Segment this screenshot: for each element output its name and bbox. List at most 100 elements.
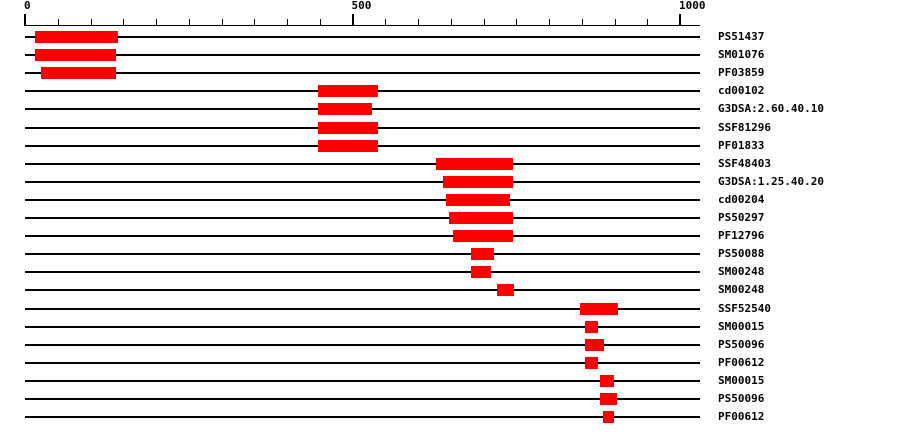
domain-track-row: G3DSA:2.60.40.10: [0, 100, 900, 118]
axis-baseline: [25, 25, 700, 26]
domain-track-row: PS50297: [0, 209, 900, 227]
sequence-line: [25, 416, 700, 419]
domain-bar[interactable]: [471, 266, 492, 279]
domain-label: PF12796: [718, 229, 765, 243]
sequence-line: [25, 217, 700, 219]
domain-track-row: SM00248: [0, 263, 900, 281]
axis-tick-minor: [385, 19, 387, 26]
axis-tick-label: 500: [351, 0, 372, 12]
domain-track-row: PF00612: [0, 408, 900, 426]
domain-track-row: PS50096: [0, 390, 900, 408]
domain-bar[interactable]: [603, 411, 614, 424]
domain-bar[interactable]: [448, 212, 513, 224]
axis-tick-minor: [221, 19, 223, 26]
axis-tick-minor: [516, 19, 518, 26]
axis-tick-minor: [287, 19, 288, 26]
axis-tick-minor: [57, 19, 59, 26]
domain-track-row: PS50088: [0, 245, 900, 263]
domain-track-row: PF12796: [0, 227, 900, 245]
domain-track-row: SM00015: [0, 318, 900, 336]
domain-track-row: PF00612: [0, 354, 900, 372]
sequence-line: [25, 398, 700, 400]
domain-track-row: SM00015: [0, 372, 900, 390]
domain-label: PF03859: [718, 66, 765, 80]
domain-bar[interactable]: [600, 374, 614, 387]
domain-track-list: PS51437 SM01076 PF03859 cd00102 G3DSA:2.60.4…: [0, 28, 900, 436]
sequence-line: [25, 162, 700, 165]
axis-tick-minor: [90, 19, 92, 26]
sequence-line: [25, 361, 700, 364]
domain-label: PS50088: [718, 247, 765, 261]
domain-label: SM01076: [718, 48, 765, 62]
domain-bar[interactable]: [34, 31, 118, 43]
domain-label: SM00015: [718, 319, 765, 333]
domain-bar[interactable]: [471, 248, 494, 261]
sequence-line: [25, 307, 700, 310]
sequence-line: [25, 36, 700, 38]
domain-track-row: SM01076: [0, 46, 900, 64]
axis-tick-major: [351, 14, 354, 26]
domain-label: cd00204: [718, 192, 765, 206]
sequence-line: [25, 325, 700, 328]
axis-tick-minor: [614, 19, 616, 26]
domain-track-row: PS50096: [0, 336, 900, 354]
domain-bar[interactable]: [585, 338, 604, 351]
sequence-line: [25, 198, 700, 201]
domain-bar[interactable]: [452, 230, 513, 243]
domain-label: G3DSA:1.25.40.20: [718, 174, 824, 188]
axis-tick-label: 0: [24, 0, 31, 12]
domain-bar[interactable]: [317, 85, 379, 98]
domain-label: SM00248: [718, 283, 765, 297]
axis-tick-minor: [254, 19, 256, 26]
domain-bar[interactable]: [579, 302, 618, 315]
axis-tick-major: [24, 14, 26, 26]
domain-label: cd00102: [718, 84, 765, 98]
sequence-line: [25, 379, 700, 382]
domain-bar[interactable]: [435, 157, 513, 170]
domain-track-row: SSF52540: [0, 300, 900, 318]
domain-bar[interactable]: [600, 393, 618, 405]
domain-bar[interactable]: [40, 67, 117, 80]
sequence-line: [25, 343, 700, 346]
sequence-line: [25, 271, 700, 274]
domain-label: SM00248: [718, 265, 765, 279]
sequence-line: [25, 253, 700, 256]
domain-track-row: SSF81296: [0, 119, 900, 137]
domain-bar[interactable]: [317, 121, 379, 134]
domain-bar[interactable]: [317, 139, 379, 152]
domain-track-row: SM00248: [0, 281, 900, 299]
domain-label: PF00612: [718, 410, 765, 424]
axis-tick-minor: [483, 19, 485, 26]
domain-track-row: G3DSA:1.25.40.20: [0, 173, 900, 191]
domain-bar[interactable]: [34, 49, 117, 62]
domain-bar[interactable]: [585, 320, 599, 333]
axis-tick-minor: [647, 19, 649, 26]
sequence-line: [25, 235, 700, 238]
domain-bar[interactable]: [585, 356, 599, 369]
domain-label: PF01833: [718, 138, 765, 152]
domain-label: PS50297: [718, 211, 765, 224]
axis-tick-label: 1000: [679, 0, 706, 12]
axis-tick-minor: [123, 19, 125, 26]
domain-bar[interactable]: [442, 175, 513, 188]
axis-tick-minor: [188, 19, 190, 26]
domain-bar[interactable]: [446, 193, 510, 206]
ruler-axis: 0 500 1000: [0, 0, 900, 28]
axis-tick-minor: [450, 19, 452, 26]
domain-track-row: PF01833: [0, 137, 900, 155]
sequence-line: [25, 289, 700, 292]
domain-label: PS50096: [718, 392, 765, 405]
domain-track-row: cd00204: [0, 191, 900, 209]
axis-tick-minor: [156, 19, 157, 26]
domain-bar[interactable]: [317, 103, 373, 116]
domain-label: SSF48403: [718, 156, 771, 170]
axis-tick-major: [679, 14, 681, 26]
domain-label: PS51437: [718, 30, 765, 43]
domain-label: G3DSA:2.60.40.10: [718, 102, 824, 116]
domain-track-row: SSF48403: [0, 155, 900, 173]
domain-bar[interactable]: [496, 284, 514, 297]
domain-label: SM00015: [718, 373, 765, 387]
domain-label: SSF81296: [718, 120, 771, 134]
domain-track-row: cd00102: [0, 82, 900, 100]
sequence-line: [25, 72, 700, 75]
